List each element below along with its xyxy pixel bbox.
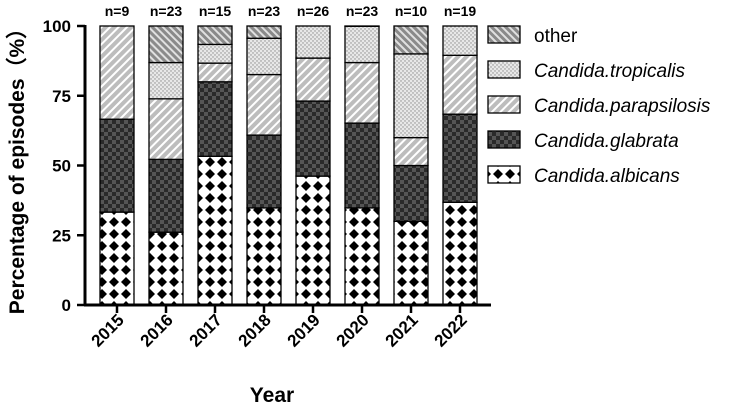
- bars-group: [99, 25, 478, 306]
- legend-label: Candida.tropicalis: [534, 61, 686, 82]
- bar-segment: [246, 134, 282, 209]
- bar-segment: [197, 155, 233, 306]
- x-tick-label: 2020: [333, 310, 373, 350]
- bar-segment: [344, 122, 380, 209]
- bar-segment: [295, 25, 331, 59]
- legend-label: Candida.albicans: [534, 166, 680, 187]
- bar-segment: [148, 231, 184, 306]
- x-tick-label: 2017: [186, 310, 226, 350]
- bar-segment: [393, 53, 429, 139]
- x-tick-label: 2016: [137, 310, 177, 350]
- bar-segment: [197, 81, 233, 157]
- x-tick-label: 2021: [382, 310, 422, 350]
- bar-segment: [295, 100, 331, 177]
- bar-segment: [344, 25, 380, 64]
- x-tick-label: 2019: [284, 310, 324, 350]
- sample-size-label: n=26: [297, 3, 330, 19]
- sample-size-labels: n=9 n=23 n=15 n=23 n=26 n=23 n=10 n=19: [105, 3, 477, 19]
- sample-size-label: n=10: [395, 3, 428, 19]
- y-tick-label: 0: [62, 296, 71, 315]
- y-tick-label: 25: [52, 226, 71, 245]
- x-axis-title: Year: [250, 384, 294, 407]
- x-axis: 2015 2016 2017 2018 2019 2020 2021 2022: [84, 303, 491, 351]
- bar-segment: [442, 25, 478, 56]
- legend: other Candida.tropicalis Candida.parapsilo…: [487, 25, 711, 187]
- bar-segment: [148, 61, 184, 100]
- bar-segment: [99, 25, 135, 120]
- legend-label: Candida.glabrata: [534, 131, 679, 152]
- y-axis: 0 25 50 75 100: [43, 17, 87, 315]
- bar-segment: [393, 164, 429, 222]
- bar-segment: [99, 211, 135, 306]
- legend-label: Candida.parapsilosis: [534, 96, 711, 117]
- x-tick-label: 2022: [431, 310, 471, 350]
- bar-segment: [344, 61, 380, 124]
- legend-swatch: [487, 95, 521, 114]
- bar-segment: [99, 118, 135, 213]
- bar-segment: [393, 136, 429, 167]
- legend-swatch: [487, 60, 521, 79]
- bar-segment: [197, 25, 233, 46]
- bar-segment: [246, 37, 282, 76]
- bar-segment: [197, 62, 233, 83]
- y-axis-title: Percentage of episodes（%）: [5, 18, 29, 314]
- bar-segment: [148, 25, 184, 64]
- legend-swatch: [487, 25, 521, 44]
- y-tick-label: 75: [52, 87, 71, 106]
- bar-segment: [344, 207, 380, 306]
- legend-swatch: [487, 165, 521, 184]
- sample-size-label: n=23: [346, 3, 379, 19]
- sample-size-label: n=15: [199, 3, 232, 19]
- bar-segment: [295, 175, 331, 306]
- bar-segment: [393, 220, 429, 306]
- bar-segment: [442, 54, 478, 115]
- bar-segment: [442, 113, 478, 203]
- bar-segment: [246, 73, 282, 136]
- y-tick-label: 100: [43, 17, 71, 36]
- sample-size-label: n=19: [444, 3, 477, 19]
- bar-segment: [295, 57, 331, 102]
- bar-segment: [393, 25, 429, 55]
- x-tick-label: 2015: [88, 310, 128, 350]
- sample-size-label: n=23: [248, 3, 281, 19]
- bar-segment: [148, 98, 184, 161]
- y-tick-label: 50: [52, 157, 71, 176]
- legend-label: other: [534, 26, 578, 47]
- legend-swatch: [487, 130, 521, 149]
- bar-segment: [148, 158, 184, 233]
- sample-size-label: n=23: [150, 3, 183, 19]
- bar-segment: [246, 25, 282, 39]
- bar-segment: [197, 43, 233, 64]
- sample-size-label: n=9: [105, 3, 130, 19]
- bar-segment: [442, 201, 478, 306]
- bar-segment: [246, 207, 282, 306]
- x-tick-label: 2018: [235, 310, 275, 350]
